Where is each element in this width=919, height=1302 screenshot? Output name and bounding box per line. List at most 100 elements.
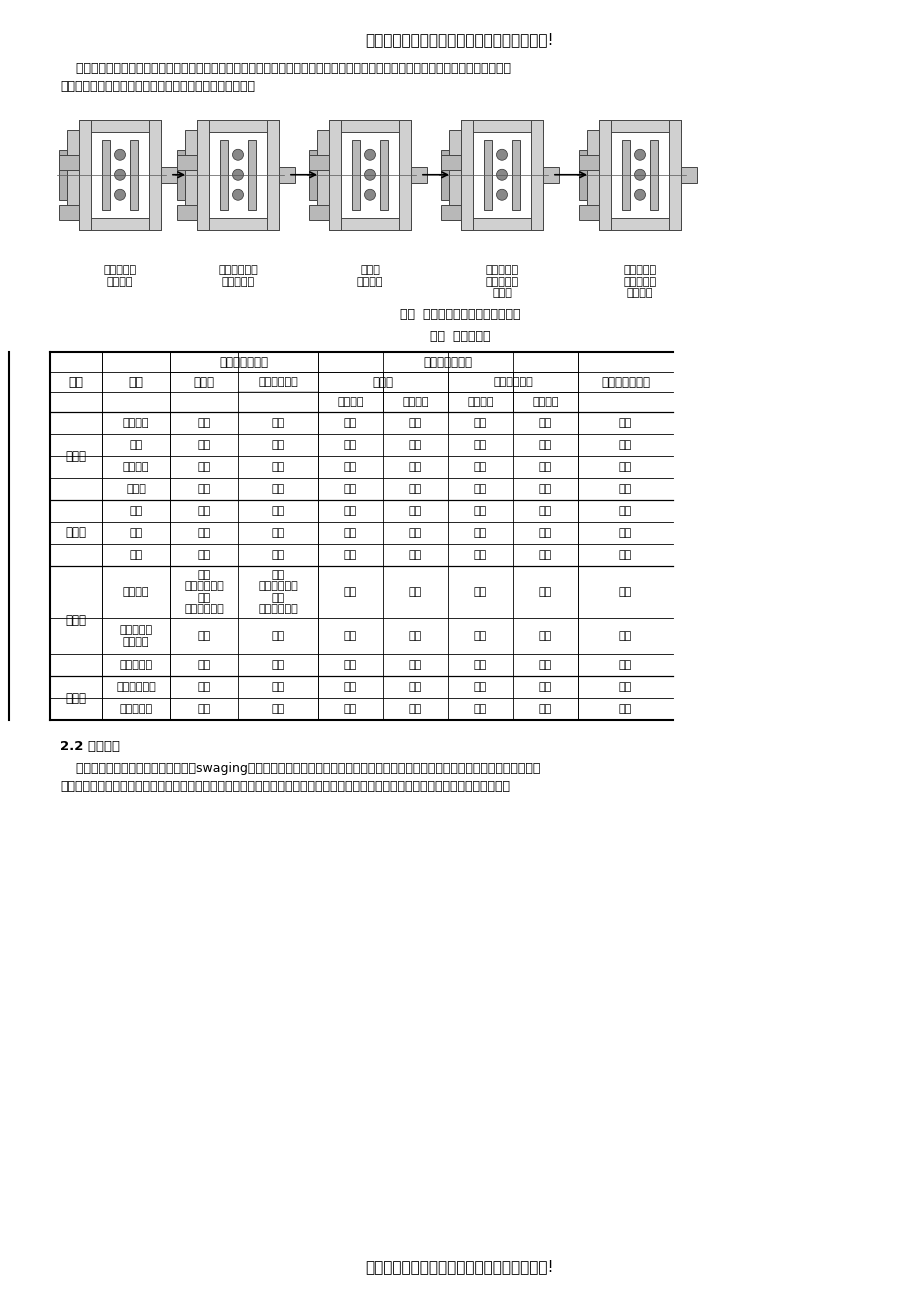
Text: 由于非常接近地面和高温的刹车盘等零件，轮毂轴承需要适应各种复杂路况及恶劣环境。因此轴承密封圈必须具备良好的耐热、防泥: 由于非常接近地面和高温的刹车盘等零件，轮毂轴承需要适应各种复杂路况及恶劣环境。因… bbox=[60, 62, 510, 76]
Circle shape bbox=[233, 150, 244, 160]
Text: 第三代轮毂轴承普遍采用摆辗技术（swaging）自锁半内圈。摆辗过程中对带法兰盘的轮毂轴端施加轴向载荷使其变形来固定半内圈。: 第三代轮毂轴承普遍采用摆辗技术（swaging）自锁半内圈。摆辗过程中对带法兰盘… bbox=[60, 762, 539, 775]
Bar bbox=[680, 167, 697, 182]
Circle shape bbox=[634, 150, 645, 160]
Text: 承载能力: 承载能力 bbox=[122, 418, 149, 428]
Bar bbox=[598, 217, 680, 229]
Bar bbox=[176, 155, 197, 169]
Bar bbox=[668, 120, 680, 229]
Bar bbox=[440, 155, 460, 169]
Bar bbox=[650, 139, 657, 210]
Bar bbox=[512, 139, 519, 210]
Text: 优秀: 优秀 bbox=[618, 631, 631, 641]
Text: 良好: 良好 bbox=[408, 462, 422, 473]
Text: 良好: 良好 bbox=[344, 631, 357, 641]
Text: 球轴承: 球轴承 bbox=[193, 375, 214, 388]
Text: 第二代轮毂轴承: 第二代轮毂轴承 bbox=[423, 355, 472, 368]
Text: 一般: 一般 bbox=[198, 704, 210, 713]
Text: 一般: 一般 bbox=[271, 660, 284, 671]
Text: 良好: 良好 bbox=[539, 631, 551, 641]
Text: 良好: 良好 bbox=[198, 549, 210, 560]
Text: 一般: 一般 bbox=[271, 484, 284, 493]
Text: 轴重: 轴重 bbox=[130, 506, 142, 516]
Bar bbox=[329, 120, 411, 132]
Text: 行驶中预紧
载荷变化: 行驶中预紧 载荷变化 bbox=[119, 625, 153, 647]
Text: 优秀: 优秀 bbox=[618, 549, 631, 560]
Bar bbox=[440, 204, 460, 220]
Text: 优秀: 优秀 bbox=[618, 704, 631, 713]
Text: 优秀: 优秀 bbox=[271, 418, 284, 428]
Bar bbox=[161, 167, 176, 182]
Circle shape bbox=[496, 189, 507, 201]
Text: 一般: 一般 bbox=[271, 682, 284, 691]
Bar bbox=[530, 120, 542, 229]
Bar bbox=[440, 150, 448, 199]
Text: 轴端采用摆
辗的第三代
轮毂轴承: 轴端采用摆 辗的第三代 轮毂轴承 bbox=[623, 266, 656, 298]
Text: 2.2 摆辗技术: 2.2 摆辗技术 bbox=[60, 740, 119, 753]
Text: 带紧固螺母
的第三代轮
毂轴承: 带紧固螺母 的第三代轮 毂轴承 bbox=[485, 266, 518, 298]
Bar bbox=[399, 120, 411, 229]
Bar bbox=[267, 120, 278, 229]
Text: 一般: 一般 bbox=[198, 440, 210, 450]
Text: 优秀: 优秀 bbox=[618, 587, 631, 598]
Bar bbox=[59, 150, 67, 199]
Text: 良好: 良好 bbox=[539, 660, 551, 671]
Circle shape bbox=[364, 150, 375, 160]
Circle shape bbox=[364, 169, 375, 180]
Text: 密封性能: 密封性能 bbox=[122, 587, 149, 598]
Text: 一般: 一般 bbox=[271, 506, 284, 516]
Text: 优秀: 优秀 bbox=[618, 529, 631, 538]
Bar bbox=[79, 120, 91, 229]
Text: 优秀: 优秀 bbox=[473, 418, 486, 428]
Text: 良好: 良好 bbox=[198, 418, 210, 428]
Text: 行驶可靠性: 行驶可靠性 bbox=[119, 660, 153, 671]
Text: 预紧载荷控制: 预紧载荷控制 bbox=[116, 682, 155, 691]
Text: 一般: 一般 bbox=[198, 529, 210, 538]
Text: 一般: 一般 bbox=[473, 462, 486, 473]
Text: 一般: 一般 bbox=[408, 440, 422, 450]
Text: 特点: 特点 bbox=[68, 375, 84, 388]
Bar bbox=[586, 130, 598, 220]
Text: 良好: 良好 bbox=[473, 704, 486, 713]
Text: 一般: 一般 bbox=[198, 506, 210, 516]
Circle shape bbox=[364, 189, 375, 201]
Text: 一般: 一般 bbox=[198, 682, 210, 691]
Text: 图１  非驱动轮轮毂轴承的发展历程: 图１ 非驱动轮轮毂轴承的发展历程 bbox=[400, 309, 519, 322]
Text: 良好: 良好 bbox=[473, 549, 486, 560]
Text: 可靠性: 可靠性 bbox=[65, 615, 86, 628]
Bar bbox=[329, 217, 411, 229]
Text: 一般: 一般 bbox=[539, 462, 551, 473]
Bar bbox=[411, 167, 426, 182]
Text: 良好: 良好 bbox=[618, 440, 631, 450]
Text: 宽度: 宽度 bbox=[130, 549, 142, 560]
Circle shape bbox=[114, 189, 125, 201]
Text: 耐咬粘: 耐咬粘 bbox=[126, 484, 146, 493]
Bar bbox=[317, 130, 329, 220]
Text: 优秀: 优秀 bbox=[198, 484, 210, 493]
Circle shape bbox=[496, 169, 507, 180]
Text: 良好: 良好 bbox=[539, 549, 551, 560]
Text: 维护性: 维护性 bbox=[65, 691, 86, 704]
Text: 功能性: 功能性 bbox=[65, 449, 86, 462]
Bar bbox=[448, 130, 460, 220]
Text: 一般: 一般 bbox=[271, 462, 284, 473]
Text: 优秀: 优秀 bbox=[344, 462, 357, 473]
Text: 优秀: 优秀 bbox=[344, 682, 357, 691]
Text: 良好: 良好 bbox=[408, 418, 422, 428]
Text: 与传统的螺母紧固相比，这种轮毂轴端摆辗方式具有几个优点。例如，图２中的第三代轮毂轴承（非驱动轮用）有助于减少体积和重量，: 与传统的螺母紧固相比，这种轮毂轴端摆辗方式具有几个优点。例如，图２中的第三代轮毂… bbox=[60, 780, 509, 793]
Text: 良好: 良好 bbox=[198, 462, 210, 473]
Text: 摩擦力矩: 摩擦力矩 bbox=[122, 462, 149, 473]
Text: 内圈旋转: 内圈旋转 bbox=[532, 397, 558, 408]
Text: 良好: 良好 bbox=[408, 704, 422, 713]
Text: 一般: 一般 bbox=[271, 631, 284, 641]
Bar bbox=[59, 204, 79, 220]
Text: 优秀: 优秀 bbox=[618, 484, 631, 493]
Text: 良好: 良好 bbox=[408, 506, 422, 516]
Bar bbox=[220, 139, 228, 210]
Text: 优秀: 优秀 bbox=[344, 484, 357, 493]
Bar bbox=[380, 139, 388, 210]
Bar bbox=[460, 120, 472, 229]
Text: 欢迎阅读本文档，希望本文档能对您有所帮助!: 欢迎阅读本文档，希望本文档能对您有所帮助! bbox=[366, 33, 553, 47]
Text: 一般
（无密封圈）
优秀
（带密封圈）: 一般 （无密封圈） 优秀 （带密封圈） bbox=[258, 569, 298, 615]
Text: 一般: 一般 bbox=[271, 704, 284, 713]
Text: 优秀: 优秀 bbox=[539, 418, 551, 428]
